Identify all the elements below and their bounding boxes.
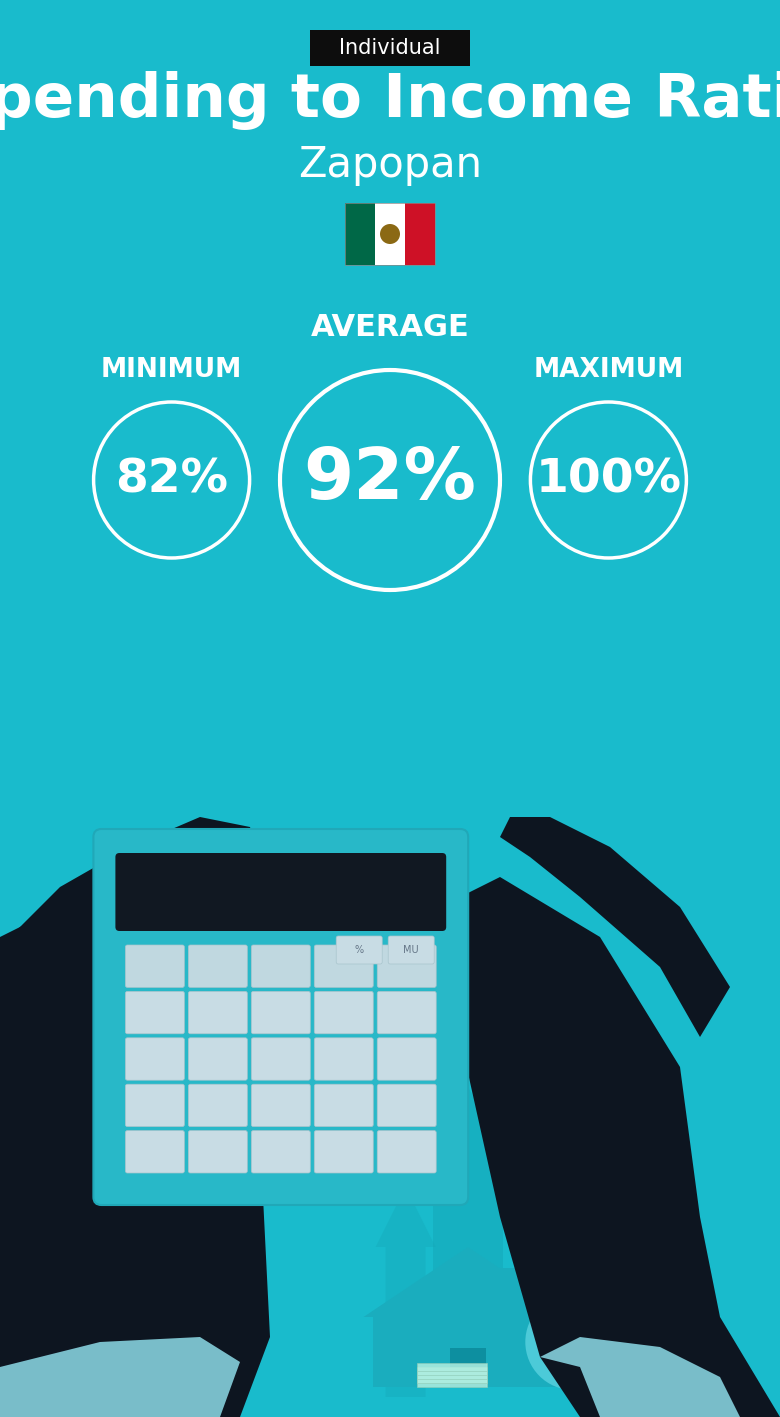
Bar xyxy=(450,1348,486,1387)
FancyBboxPatch shape xyxy=(115,853,446,931)
Polygon shape xyxy=(363,1247,573,1316)
Bar xyxy=(373,1316,563,1387)
Circle shape xyxy=(583,1258,719,1394)
Text: Spending to Income Ratio: Spending to Income Ratio xyxy=(0,71,780,129)
Bar xyxy=(498,1268,518,1304)
FancyBboxPatch shape xyxy=(314,992,374,1034)
Bar xyxy=(375,203,405,265)
FancyBboxPatch shape xyxy=(126,1084,184,1127)
FancyBboxPatch shape xyxy=(188,945,247,988)
Text: MINIMUM: MINIMUM xyxy=(101,357,243,383)
Bar xyxy=(417,1367,488,1374)
FancyBboxPatch shape xyxy=(251,992,310,1034)
Text: Zapopan: Zapopan xyxy=(298,145,482,186)
FancyBboxPatch shape xyxy=(378,945,436,988)
Circle shape xyxy=(380,224,400,244)
Text: $: $ xyxy=(631,1306,672,1363)
FancyBboxPatch shape xyxy=(251,945,310,988)
Polygon shape xyxy=(420,877,780,1417)
FancyBboxPatch shape xyxy=(378,1131,436,1173)
Polygon shape xyxy=(416,1087,520,1377)
FancyBboxPatch shape xyxy=(251,1084,310,1127)
Text: AVERAGE: AVERAGE xyxy=(310,313,470,343)
Text: MAXIMUM: MAXIMUM xyxy=(534,357,683,383)
FancyBboxPatch shape xyxy=(126,1037,184,1080)
FancyBboxPatch shape xyxy=(126,945,184,988)
FancyBboxPatch shape xyxy=(378,992,436,1034)
Bar xyxy=(405,203,435,265)
FancyBboxPatch shape xyxy=(188,1037,247,1080)
FancyBboxPatch shape xyxy=(188,1084,247,1127)
Bar xyxy=(310,30,470,67)
Circle shape xyxy=(525,1294,622,1390)
Polygon shape xyxy=(540,1338,780,1417)
Polygon shape xyxy=(0,1338,240,1417)
Text: MU: MU xyxy=(403,945,419,955)
Polygon shape xyxy=(606,1017,673,1338)
Bar xyxy=(636,1250,666,1272)
Text: $: $ xyxy=(560,1328,587,1366)
FancyBboxPatch shape xyxy=(314,1037,374,1080)
FancyBboxPatch shape xyxy=(378,1084,436,1127)
Bar xyxy=(417,1363,488,1372)
Bar xyxy=(345,203,375,265)
FancyBboxPatch shape xyxy=(336,937,382,964)
FancyBboxPatch shape xyxy=(314,1131,374,1173)
FancyBboxPatch shape xyxy=(251,1131,310,1173)
Bar xyxy=(345,203,435,265)
FancyBboxPatch shape xyxy=(126,992,184,1034)
Bar xyxy=(417,1379,488,1387)
FancyBboxPatch shape xyxy=(188,1131,247,1173)
Bar xyxy=(417,1374,488,1383)
Bar xyxy=(417,1372,488,1379)
FancyBboxPatch shape xyxy=(251,1037,310,1080)
FancyBboxPatch shape xyxy=(188,992,247,1034)
FancyBboxPatch shape xyxy=(388,937,434,964)
Text: 100%: 100% xyxy=(535,458,682,503)
Text: 92%: 92% xyxy=(303,445,477,514)
FancyBboxPatch shape xyxy=(314,1084,374,1127)
Polygon shape xyxy=(376,1187,435,1397)
Text: %: % xyxy=(355,945,363,955)
Text: 82%: 82% xyxy=(115,458,228,503)
FancyBboxPatch shape xyxy=(378,1037,436,1080)
FancyBboxPatch shape xyxy=(126,1131,184,1173)
Bar xyxy=(563,1288,583,1304)
Bar xyxy=(633,1240,669,1250)
Polygon shape xyxy=(500,818,730,1037)
Polygon shape xyxy=(10,818,260,1017)
Text: Individual: Individual xyxy=(339,38,441,58)
FancyBboxPatch shape xyxy=(94,829,468,1204)
Polygon shape xyxy=(0,897,270,1417)
FancyBboxPatch shape xyxy=(314,945,374,988)
